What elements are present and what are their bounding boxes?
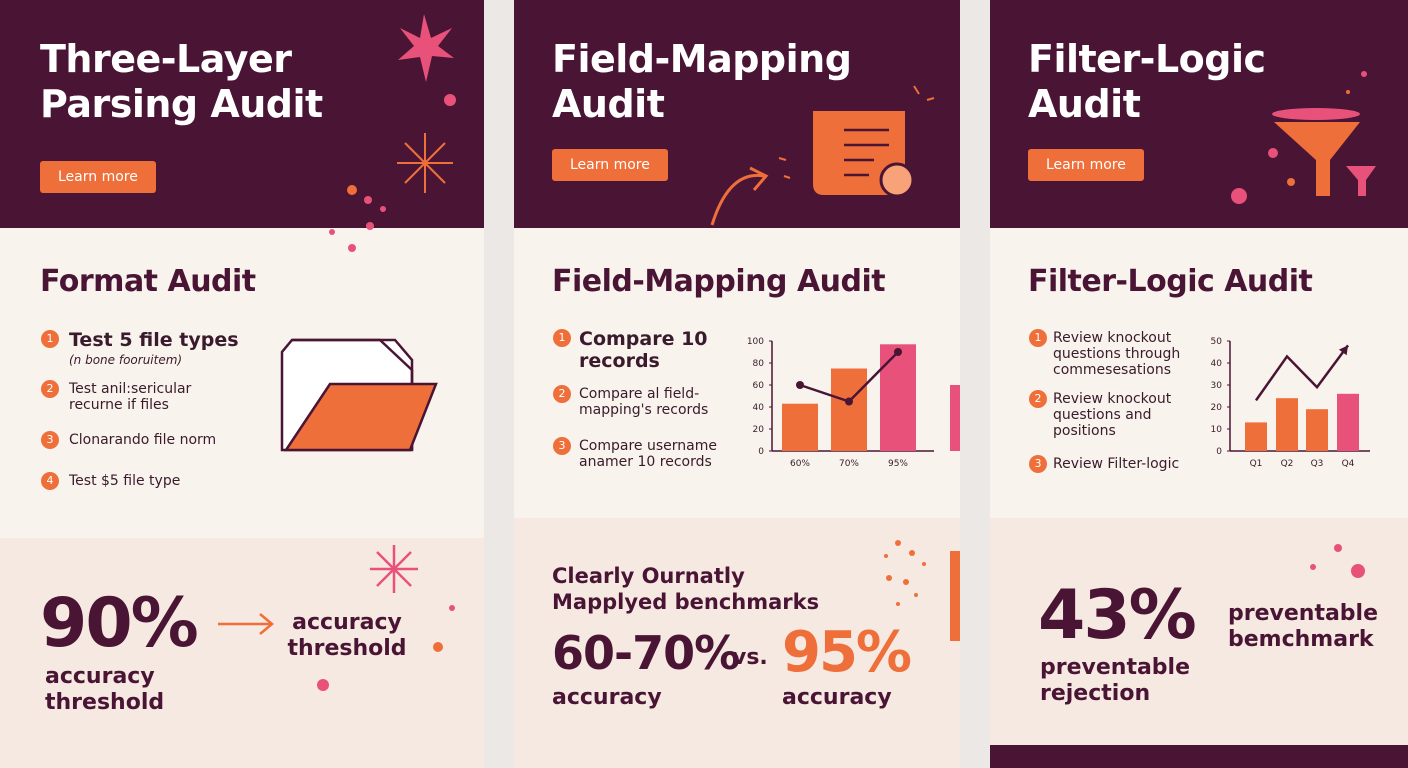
panel: Field-Mapping Audit Learn more Field-Map… — [514, 0, 960, 768]
y-tick-label: 80 — [753, 359, 765, 369]
item-number: 3 — [553, 437, 571, 455]
item-number: 2 — [1029, 390, 1047, 408]
item-text: Test 5 file types — [69, 329, 239, 351]
mini-chart: 0 10 20 30 40 50 Q1 Q2 Q3 Q4 — [1211, 337, 1370, 469]
bar — [1306, 409, 1328, 451]
item-text: Test $5 file type — [69, 473, 181, 489]
decor — [218, 14, 456, 691]
item-text: Review knockout questions through commes… — [1053, 330, 1181, 378]
header-title: Field-Mapping Audit — [552, 37, 852, 126]
stat-caption: accuracy threshold — [45, 664, 165, 715]
item-sub: (n bone fooruitem) — [69, 353, 183, 367]
section-bg — [990, 228, 1408, 518]
x-tick-label: Q1 — [1250, 459, 1263, 469]
section-title: Field-Mapping Audit — [552, 264, 886, 299]
y-tick-label: 20 — [753, 425, 765, 435]
x-tick-label: Q3 — [1311, 459, 1324, 469]
stat-bg — [990, 518, 1408, 768]
section-title: Filter-Logic Audit — [1028, 264, 1313, 299]
panel: Three-Layer Parsing Audit Learn more For… — [0, 0, 484, 768]
x-tick-label: 70% — [839, 459, 859, 469]
stat-heading: Clearly Ournatly Mapplyed benchmarks — [552, 564, 820, 614]
stat-value: 90% — [40, 584, 199, 663]
stat-right: 95% — [782, 620, 912, 685]
item-text: Compare username anamer 10 records — [579, 438, 717, 470]
item-text: Clonarando file norm — [69, 432, 217, 448]
x-tick-label: 60% — [790, 459, 810, 469]
footer-strip — [990, 745, 1408, 768]
header-title: Three-Layer Parsing Audit — [40, 37, 323, 126]
decor — [710, 85, 960, 641]
y-tick-label: 10 — [1211, 425, 1223, 435]
x-tick-label: 95% — [888, 459, 908, 469]
item-number: 2 — [553, 385, 571, 403]
y-tick-label: 40 — [1211, 359, 1223, 369]
panel: Filter-Logic Audit Learn more Filter-Log… — [990, 0, 1408, 768]
mini-chart: 0 20 40 60 80 100 60% 70% 95% — [747, 337, 934, 469]
item-number: 1 — [1029, 329, 1047, 347]
line-point — [796, 381, 804, 389]
item-number: 1 — [41, 330, 59, 348]
bar — [880, 344, 916, 451]
learn-more-button[interactable]: Learn more — [552, 149, 668, 181]
stat-left-caption: accuracy — [552, 685, 662, 710]
item-text: Review knockout questions and positions — [1053, 391, 1172, 439]
x-tick-label: Q4 — [1342, 459, 1355, 469]
stat-value: 43% — [1038, 576, 1197, 655]
stat-side: preventable bemchmark — [1228, 601, 1379, 652]
trend-line — [1254, 344, 1350, 402]
item-text: Test anil:sericular recurne if files — [69, 381, 192, 413]
y-tick-label: 40 — [753, 403, 765, 413]
bar — [831, 368, 867, 451]
arrow-head — [1338, 345, 1348, 356]
bar — [782, 403, 818, 451]
y-tick-label: 50 — [1211, 337, 1223, 347]
stat-side: accuracy threshold — [287, 610, 407, 661]
y-tick-label: 30 — [1211, 381, 1223, 391]
bar — [1245, 422, 1267, 451]
y-tick-label: 0 — [758, 447, 764, 457]
stat-bg — [514, 518, 960, 768]
item-number: 1 — [553, 329, 571, 347]
item-number: 3 — [41, 431, 59, 449]
stat-caption: preventable rejection — [1040, 655, 1191, 706]
y-tick-label: 100 — [747, 337, 764, 347]
item-number: 4 — [41, 472, 59, 490]
stat-right-caption: accuracy — [782, 685, 892, 710]
learn-more-button[interactable]: Learn more — [1028, 149, 1144, 181]
x-tick-label: Q2 — [1281, 459, 1294, 469]
y-tick-label: 0 — [1216, 447, 1222, 457]
bar — [1276, 398, 1298, 451]
item-number: 2 — [41, 380, 59, 398]
stat-vs: vs. — [732, 645, 768, 670]
line-point — [845, 397, 853, 406]
item-text: Review Filter-logic — [1053, 456, 1180, 472]
decor — [1231, 71, 1376, 578]
bar — [1337, 393, 1359, 451]
y-tick-label: 20 — [1211, 403, 1223, 413]
item-text: Compare 10 records — [579, 328, 708, 372]
item-number: 3 — [1029, 455, 1047, 473]
y-tick-label: 60 — [753, 381, 765, 391]
header-title: Filter-Logic Audit — [1028, 37, 1266, 126]
section-title: Format Audit — [40, 264, 256, 299]
line-point — [894, 348, 902, 356]
item-text: Compare al field-mapping's records — [579, 386, 709, 418]
stat-left: 60-70% — [552, 626, 740, 680]
learn-more-button[interactable]: Learn more — [40, 161, 156, 193]
stat-bg — [0, 538, 484, 768]
